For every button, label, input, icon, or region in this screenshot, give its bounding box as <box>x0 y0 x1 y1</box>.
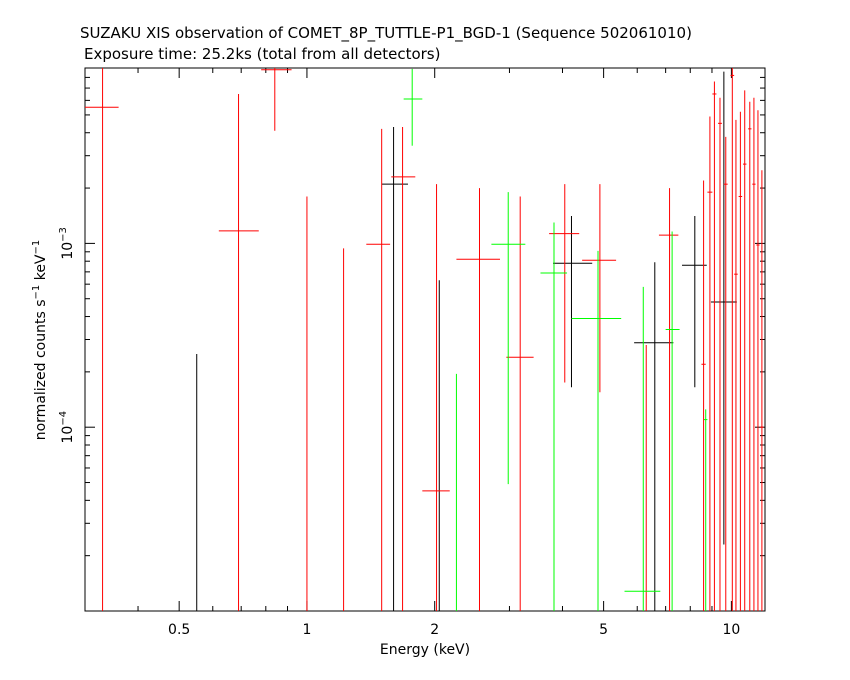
x-tick-label: 1 <box>302 622 311 638</box>
y-tick-label: 10−3 <box>58 227 76 260</box>
y-axis-label-sup2: −1 <box>31 240 42 255</box>
y-axis-label-main: normalized counts s <box>33 299 49 440</box>
y-axis-label-sup1: −1 <box>31 285 42 300</box>
plot-frame <box>84 67 766 612</box>
y-axis-label-mid: keV <box>33 254 49 285</box>
x-axis-label: Energy (keV) <box>380 642 470 658</box>
x-tick-label: 2 <box>430 622 439 638</box>
y-axis-label: normalized counts s−1 keV−1 <box>31 240 49 441</box>
data-series <box>85 68 764 611</box>
chart-subtitle: Exposure time: 25.2ks (total from all de… <box>84 45 440 63</box>
series-green <box>403 68 708 611</box>
y-tick-label: 10−4 <box>58 411 76 444</box>
y-tick-exponent: −4 <box>58 411 69 426</box>
series-black <box>196 71 737 611</box>
y-tick-label-text: 10−4 <box>58 411 76 444</box>
y-tick-exponent: −3 <box>58 227 69 242</box>
x-axis-ticks: 0.5 1 2 5 10 <box>84 68 740 638</box>
y-axis-ticks: 10−310−4 <box>58 76 765 612</box>
x-tick-label: 0.5 <box>168 622 190 638</box>
y-tick-label-text: 10−3 <box>58 227 76 260</box>
y-tick-base: 10 <box>60 242 76 260</box>
x-tick-label: 10 <box>722 622 740 638</box>
y-tick-base: 10 <box>60 426 76 444</box>
x-tick-label: 5 <box>599 622 608 638</box>
chart-title: SUZAKU XIS observation of COMET_8P_TUTTL… <box>80 24 692 43</box>
series-red <box>85 68 764 611</box>
